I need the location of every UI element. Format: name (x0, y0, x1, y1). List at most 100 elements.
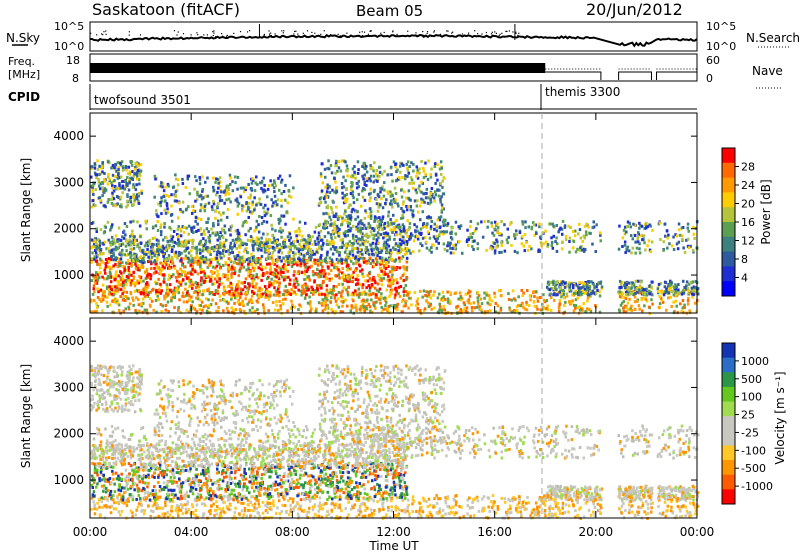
heatmap-cell (284, 268, 287, 272)
heatmap-cell (127, 266, 130, 269)
heatmap-cell (376, 282, 380, 286)
heatmap-cell (442, 304, 445, 308)
heatmap-cell (124, 281, 128, 285)
heatmap-cell (427, 292, 431, 296)
heatmap-cell (212, 202, 216, 206)
heatmap-cell (433, 190, 437, 194)
heatmap-cell (407, 306, 410, 310)
heatmap-cell (298, 247, 301, 251)
heatmap-cell (352, 236, 355, 240)
heatmap-cell (282, 271, 285, 274)
heatmap-cell (658, 302, 662, 306)
heatmap-cell (225, 290, 228, 294)
heatmap-cell (294, 277, 298, 281)
heatmap-cell (181, 182, 185, 185)
heatmap-cell (259, 241, 262, 245)
heatmap-cell (361, 272, 364, 276)
heatmap-cell (625, 225, 629, 229)
heatmap-cell (343, 260, 347, 264)
heatmap-cell (446, 297, 450, 301)
heatmap-cell (155, 310, 158, 314)
heatmap-cell (308, 255, 311, 259)
noise-search-point (293, 33, 295, 35)
heatmap-cell (132, 246, 136, 250)
noise-search-point (176, 34, 178, 36)
noise-search-point (491, 31, 493, 33)
heatmap-cell (168, 276, 172, 280)
heatmap-cell (103, 240, 107, 244)
heatmap-cell (262, 309, 266, 313)
heatmap-cell (153, 195, 156, 199)
heatmap-cell (242, 265, 245, 269)
heatmap-cell (631, 246, 635, 250)
noise-search-point (197, 34, 199, 36)
heatmap-cell (325, 306, 329, 310)
heatmap-cell (352, 201, 356, 205)
heatmap-cell (223, 245, 226, 249)
heatmap-cell (563, 224, 567, 228)
heatmap-cell (306, 301, 310, 305)
heatmap-cell (304, 221, 307, 225)
heatmap-cell (145, 268, 149, 272)
heatmap-cell (366, 274, 369, 277)
heatmap-cell (683, 250, 687, 254)
heatmap-cell (142, 287, 145, 291)
heatmap-cell (365, 232, 368, 236)
heatmap-cell (561, 232, 564, 236)
heatmap-cell (197, 228, 200, 232)
heatmap-cell (287, 275, 290, 279)
heatmap-cell (395, 266, 399, 269)
heatmap-cell (405, 242, 408, 246)
noise-search-point (326, 34, 328, 36)
heatmap-cell (119, 288, 123, 292)
heatmap-cell (636, 237, 639, 240)
heatmap-cell (349, 229, 352, 232)
heatmap-cell (375, 202, 379, 206)
heatmap-cell (194, 219, 197, 223)
heatmap-cell (310, 264, 313, 268)
heatmap-cell (215, 177, 218, 181)
heatmap-cell (108, 251, 111, 255)
heatmap-cell (416, 168, 419, 172)
heatmap-cell (401, 213, 404, 217)
heatmap-cell (125, 249, 128, 253)
heatmap-cell (276, 292, 279, 296)
noise-search-point (268, 33, 271, 35)
heatmap-cell (199, 265, 202, 269)
heatmap-cell (236, 200, 239, 204)
heatmap-cell (127, 268, 130, 272)
heatmap-cell (266, 207, 270, 211)
heatmap-cell (420, 197, 423, 201)
heatmap-cell (159, 201, 162, 204)
heatmap-cell (305, 270, 309, 273)
heatmap-cell (373, 233, 376, 237)
heatmap-cell (545, 299, 549, 303)
heatmap-cell (304, 262, 307, 266)
heatmap-cell (292, 240, 296, 244)
heatmap-cell (435, 234, 438, 238)
heatmap-cell (217, 186, 220, 190)
heatmap-cell (456, 304, 460, 308)
heatmap-cell (373, 218, 377, 222)
heatmap-cell (350, 273, 354, 277)
heatmap-cell (162, 246, 166, 250)
heatmap-cell (93, 242, 96, 246)
heatmap-cell (182, 278, 185, 282)
heatmap-cell (163, 222, 166, 225)
heatmap-cell (343, 278, 346, 282)
heatmap-cell (560, 247, 564, 251)
heatmap-cell (493, 251, 497, 255)
heatmap-cell (210, 257, 213, 261)
heatmap-cell (686, 226, 689, 230)
heatmap-cell (159, 270, 162, 274)
heatmap-cell (155, 209, 158, 213)
heatmap-cell (227, 248, 230, 252)
heatmap-cell (339, 169, 343, 173)
heatmap-cell (675, 234, 679, 238)
noise-search-point (467, 32, 470, 34)
heatmap-cell (533, 233, 536, 237)
heatmap-cell (347, 266, 350, 270)
heatmap-cell (255, 299, 259, 303)
noise-search-point (498, 34, 500, 37)
heatmap-cell (173, 199, 177, 203)
